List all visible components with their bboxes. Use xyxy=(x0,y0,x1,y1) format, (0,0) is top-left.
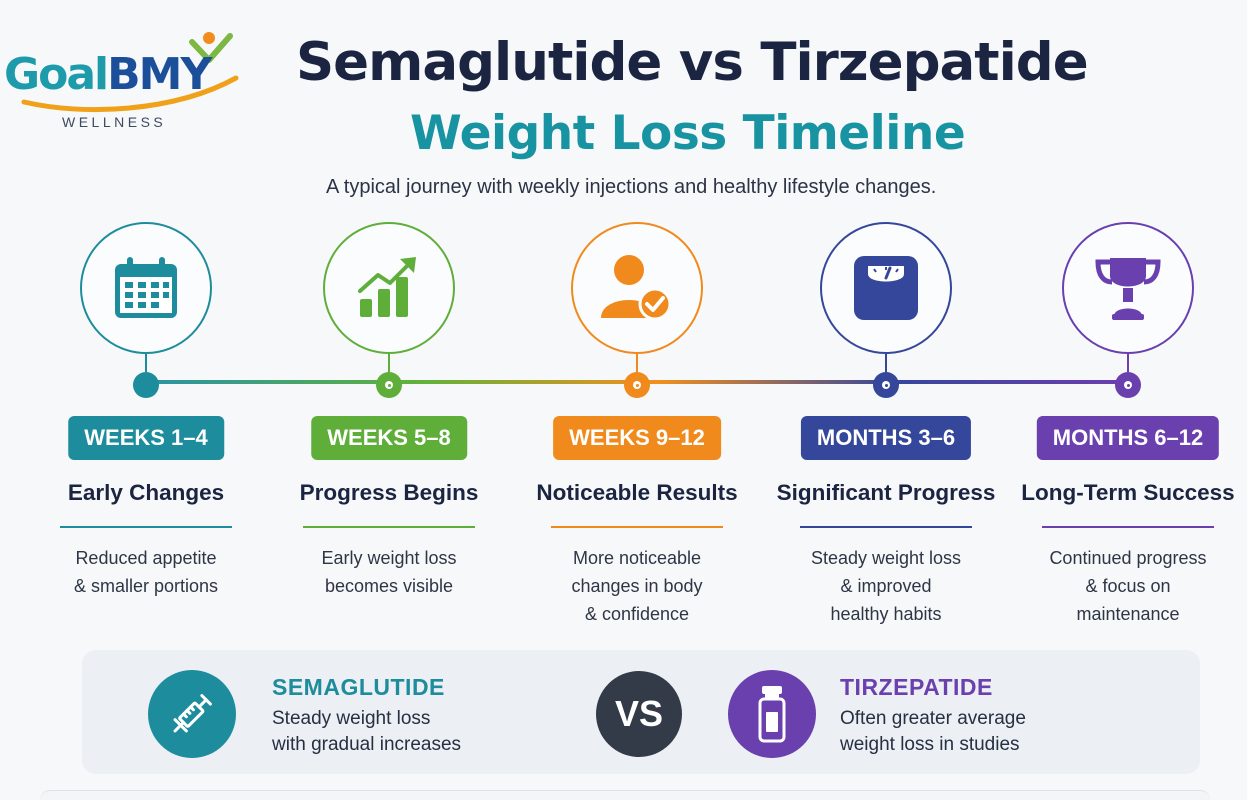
vs-badge: VS xyxy=(596,671,682,757)
scale-icon xyxy=(854,256,918,320)
timeline-stage-months-6-12: MONTHS 6–12 Long-Term Success Continued … xyxy=(1003,222,1247,642)
stage-period-badge: WEEKS 1–4 xyxy=(68,416,224,460)
timeline-stage-weeks-1-4: WEEKS 1–4 Early Changes Reduced appetite… xyxy=(21,222,271,642)
tirzepatide-description: Often greater average weight loss in stu… xyxy=(840,708,1026,755)
stage-period-badge: WEEKS 5–8 xyxy=(311,416,467,460)
timeline-dot xyxy=(133,372,159,398)
comparison-panel: SEMAGLUTIDE Steady weight loss with grad… xyxy=(82,650,1200,774)
stage-icon-circle xyxy=(820,222,952,354)
person-check-icon xyxy=(601,255,672,321)
stage-description: Reduced appetite & smaller portions xyxy=(73,548,219,596)
stage-divider xyxy=(800,526,972,528)
timeline-dot xyxy=(376,372,402,398)
stage-stem xyxy=(1127,354,1129,372)
timeline-dot xyxy=(1115,372,1141,398)
timeline-dot-center xyxy=(385,381,393,389)
stage-title: Early Changes xyxy=(67,480,225,505)
stage-icon-circle xyxy=(1062,222,1194,354)
page-subtitle: Weight Loss Timeline xyxy=(410,106,966,161)
semaglutide-description: Steady weight loss with gradual increase… xyxy=(272,708,462,755)
logo-figure-icon xyxy=(21,32,239,113)
stage-icon-circle xyxy=(323,222,455,354)
vial-icon xyxy=(758,686,786,743)
tirzepatide-icon-badge xyxy=(728,670,816,758)
stage-title: Long-Term Success xyxy=(1021,480,1235,505)
stage-divider xyxy=(1042,526,1214,528)
timeline-stage-weeks-9-12: WEEKS 9–12 Noticeable Results More notic… xyxy=(512,222,762,642)
stage-stem xyxy=(145,354,147,372)
stage-title: Progress Begins xyxy=(299,480,479,505)
stage-stem xyxy=(885,354,887,372)
trophy-icon xyxy=(1095,258,1161,320)
syringe-icon xyxy=(173,694,212,733)
stage-period-badge: WEEKS 9–12 xyxy=(553,416,721,460)
stage-description: More noticeable changes in body & confid… xyxy=(571,548,703,624)
stage-description: Early weight loss becomes visible xyxy=(321,548,457,596)
stage-period-badge: MONTHS 3–6 xyxy=(800,416,972,460)
timeline-stage-weeks-5-8: WEEKS 5–8 Progress Begins Early weight l… xyxy=(264,222,514,642)
stage-icon-circle xyxy=(80,222,212,354)
brand-logo: GoalBMY WELLNESS xyxy=(4,30,244,140)
calendar-icon xyxy=(115,257,177,318)
timeline-dot xyxy=(873,372,899,398)
stage-stem xyxy=(388,354,390,372)
logo-wordmark: GoalBMY xyxy=(4,49,212,100)
stage-period-badge: MONTHS 6–12 xyxy=(1036,416,1220,460)
page-title: Semaglutide vs Tirzepatide xyxy=(296,32,1089,93)
stage-divider xyxy=(303,526,475,528)
tirzepatide-label: TIRZEPATIDE xyxy=(840,674,993,700)
stage-description: Steady weight loss & improved healthy ha… xyxy=(810,548,962,624)
timeline-dot-center xyxy=(633,381,641,389)
stage-stem xyxy=(636,354,638,372)
logo-subtitle: WELLNESS xyxy=(62,114,167,130)
timeline-stage-months-3-6: MONTHS 3–6 Significant Progress Steady w… xyxy=(761,222,1011,642)
timeline-dot-center xyxy=(882,381,890,389)
stage-divider xyxy=(551,526,723,528)
stage-description: Continued progress & focus on maintenanc… xyxy=(1049,548,1207,624)
timeline-dot xyxy=(624,372,650,398)
timeline-dot-center xyxy=(1124,381,1132,389)
page-tagline: A typical journey with weekly injections… xyxy=(326,176,937,198)
logo-word-bmy: BMY xyxy=(107,49,212,100)
logo-word-goal: Goal xyxy=(4,49,109,100)
stage-title: Significant Progress xyxy=(776,480,996,505)
bar-chart-up-icon xyxy=(358,257,416,317)
stage-icon-circle xyxy=(571,222,703,354)
semaglutide-icon-badge xyxy=(148,670,236,758)
semaglutide-label: SEMAGLUTIDE xyxy=(272,674,445,700)
stage-divider xyxy=(60,526,232,528)
stage-title: Noticeable Results xyxy=(536,480,738,505)
footer-strip xyxy=(40,790,1210,800)
